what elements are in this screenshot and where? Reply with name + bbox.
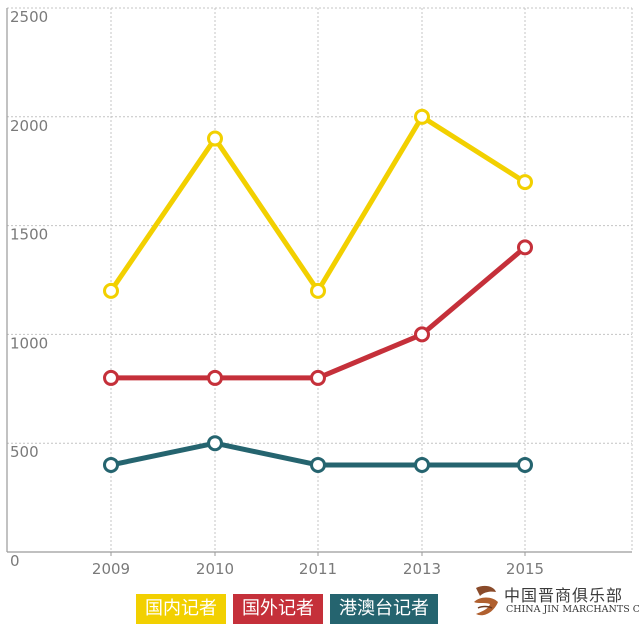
data-point xyxy=(310,282,326,299)
data-point xyxy=(517,456,533,473)
data-point xyxy=(310,456,326,473)
x-tick-label: 2013 xyxy=(403,560,441,578)
data-point xyxy=(207,369,223,386)
legend-item-foreign: 国外记者 xyxy=(233,594,323,624)
data-point xyxy=(103,282,119,299)
series-2 xyxy=(103,435,533,473)
x-tick-label: 2009 xyxy=(92,560,130,578)
y-tick-label: 0 xyxy=(10,552,20,570)
legend-item-hk-macao-taiwan: 港澳台记者 xyxy=(330,594,438,624)
club-name-chinese: 中国晋商俱乐部 xyxy=(504,586,624,605)
legend: 国内记者 国外记者 港澳台记者 xyxy=(136,594,438,624)
data-point xyxy=(517,239,533,256)
y-tick-label: 1500 xyxy=(10,226,48,244)
series-layer xyxy=(103,108,533,473)
watermark: 中国晋商俱乐部 CHINA JIN MARCHANTS CLUB xyxy=(470,580,639,628)
x-tick-label: 2011 xyxy=(299,560,337,578)
data-point xyxy=(207,130,223,147)
series-1 xyxy=(103,239,533,386)
y-axis-ticks: 0 500 1000 1500 2000 2500 xyxy=(10,8,48,570)
legend-item-domestic: 国内记者 xyxy=(136,594,226,624)
y-tick-label: 2000 xyxy=(10,117,48,135)
series-0 xyxy=(103,108,533,299)
x-tick-label: 2015 xyxy=(506,560,544,578)
data-point xyxy=(103,456,119,473)
club-logo-icon xyxy=(474,585,498,616)
data-point xyxy=(414,326,430,343)
x-tick-label: 2010 xyxy=(196,560,234,578)
y-tick-label: 2500 xyxy=(10,8,48,26)
data-point xyxy=(207,435,223,452)
data-point xyxy=(414,108,430,125)
data-point xyxy=(310,369,326,386)
club-name-english: CHINA JIN MARCHANTS CLUB xyxy=(506,604,639,615)
data-point xyxy=(414,456,430,473)
axes xyxy=(6,8,632,556)
x-axis-ticks: 2009 2010 2011 2013 2015 xyxy=(92,560,544,578)
y-tick-label: 1000 xyxy=(10,334,48,352)
y-tick-label: 500 xyxy=(10,443,39,461)
data-point xyxy=(517,174,533,191)
data-point xyxy=(103,369,119,386)
